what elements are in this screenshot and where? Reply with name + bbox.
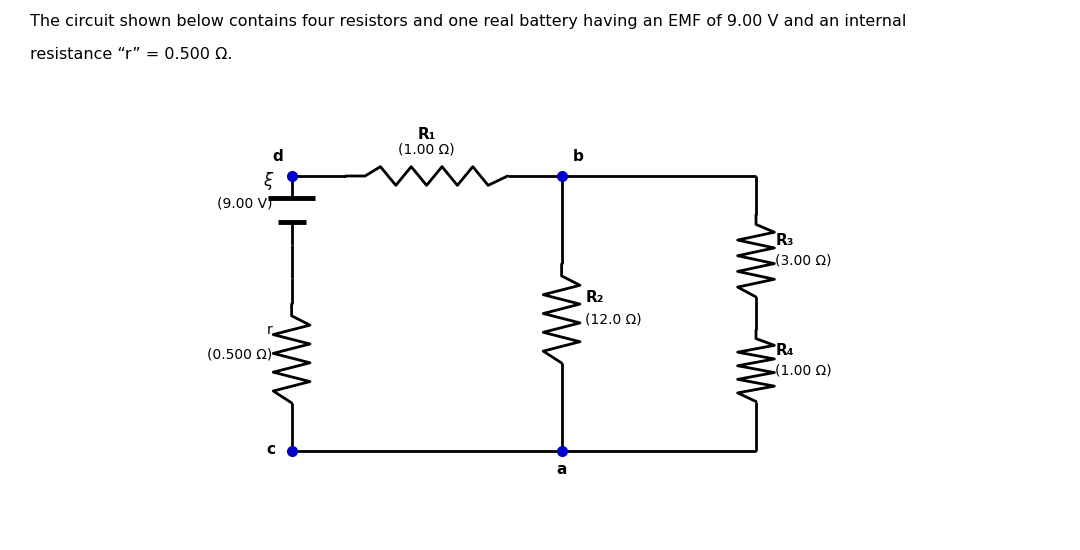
Text: (9.00 V): (9.00 V) bbox=[217, 196, 272, 211]
Text: R₂: R₂ bbox=[585, 290, 604, 305]
Text: b: b bbox=[572, 148, 583, 163]
Text: The circuit shown below contains four resistors and one real battery having an E: The circuit shown below contains four re… bbox=[30, 14, 906, 29]
Text: (12.0 Ω): (12.0 Ω) bbox=[585, 312, 642, 326]
Text: resistance “r” = 0.500 Ω.: resistance “r” = 0.500 Ω. bbox=[30, 47, 233, 62]
Text: (0.500 Ω): (0.500 Ω) bbox=[207, 348, 272, 362]
Text: d: d bbox=[272, 148, 283, 163]
Text: R₁: R₁ bbox=[417, 126, 436, 141]
Text: R₃: R₃ bbox=[775, 233, 794, 248]
Text: a: a bbox=[556, 462, 567, 477]
Text: R₄: R₄ bbox=[775, 343, 794, 358]
Text: r: r bbox=[267, 323, 272, 337]
Text: (1.00 Ω): (1.00 Ω) bbox=[399, 143, 455, 157]
Text: (3.00 Ω): (3.00 Ω) bbox=[775, 253, 832, 267]
Text: (1.00 Ω): (1.00 Ω) bbox=[775, 363, 832, 377]
Text: c: c bbox=[267, 442, 275, 456]
Text: ξ: ξ bbox=[262, 172, 272, 190]
